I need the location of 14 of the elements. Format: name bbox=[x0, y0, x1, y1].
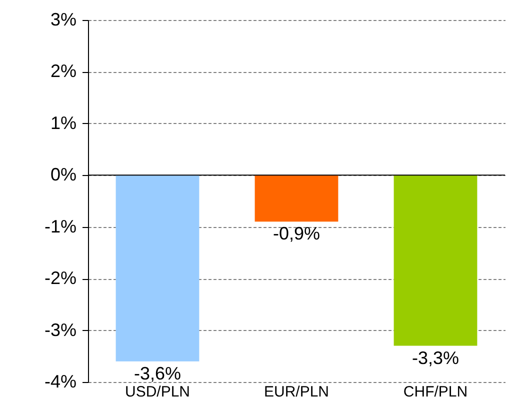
y-tick-label: -3% bbox=[44, 320, 76, 340]
x-tick-label: EUR/PLN bbox=[264, 384, 330, 400]
y-tick-label: -2% bbox=[44, 268, 76, 288]
y-tick-label: -4% bbox=[44, 372, 76, 392]
y-tick-label: 1% bbox=[50, 112, 76, 133]
x-tick-label: CHF/PLN bbox=[403, 384, 468, 400]
x-tick-label: USD/PLN bbox=[124, 384, 190, 400]
y-tick-label: 3% bbox=[50, 10, 76, 30]
data-label: -3,6% bbox=[134, 363, 182, 384]
y-tick-label: -1% bbox=[44, 216, 76, 236]
data-label: -0,9% bbox=[272, 224, 320, 244]
data-label: -3,3% bbox=[412, 348, 460, 368]
y-tick-label: 0% bbox=[50, 164, 76, 185]
y-tick-label: 2% bbox=[50, 61, 76, 82]
